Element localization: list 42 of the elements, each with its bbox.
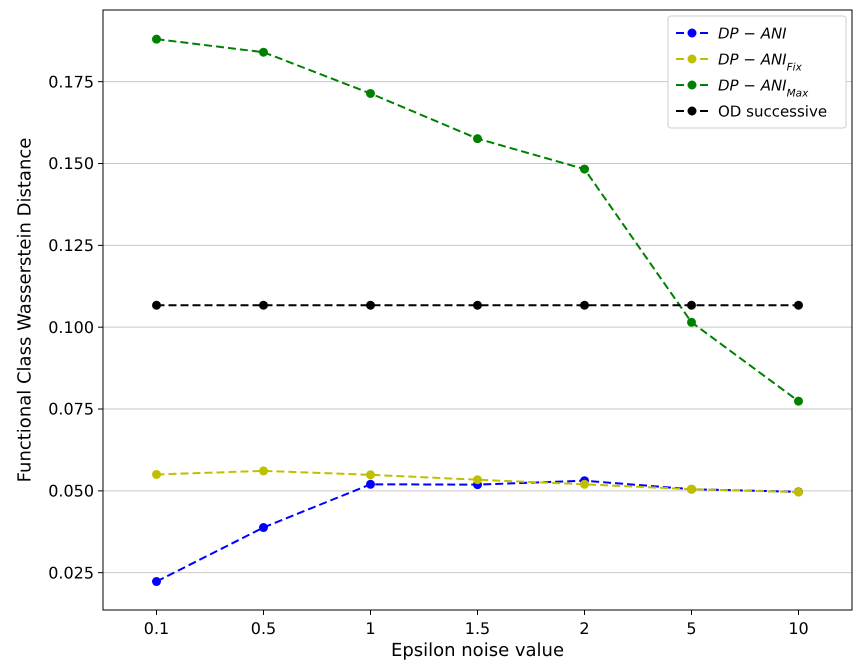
legend-label: OD successive	[718, 102, 828, 120]
point	[366, 88, 375, 98]
point	[473, 134, 482, 144]
point	[152, 34, 161, 44]
point	[259, 48, 268, 57]
x-tick-label: 10	[788, 619, 809, 638]
y-tick-label: 0.100	[48, 318, 94, 337]
y-tick-label: 0.175	[48, 72, 94, 92]
point	[366, 480, 375, 489]
point	[580, 480, 589, 489]
x-tick-label: 2	[579, 619, 590, 638]
x-tick-label: 1.5	[464, 619, 490, 638]
point	[687, 300, 696, 310]
y-axis-title: Functional Class Wasserstein Distance	[14, 138, 36, 482]
point	[580, 164, 589, 174]
point	[473, 300, 482, 310]
point	[794, 300, 803, 310]
x-tick-label: 0.5	[250, 619, 276, 638]
point	[473, 475, 482, 484]
point	[259, 523, 268, 532]
y-tick-label: 0.050	[48, 481, 94, 500]
y-tick-label: 0.150	[48, 154, 94, 174]
legend-label: DP − ANI$_{Max}$	[718, 76, 810, 100]
x-axis-title: Epsilon noise value	[390, 640, 564, 661]
point	[259, 466, 268, 476]
x-tick-label: 5	[686, 619, 697, 638]
y-tick-label: 0.025	[48, 563, 94, 582]
x-tick-label: 1	[365, 619, 376, 638]
y-tick-label: 0.075	[48, 400, 94, 419]
point	[259, 300, 268, 310]
y-tick-label: 0.125	[48, 236, 94, 255]
x-tick-label: 0.1	[144, 619, 170, 638]
point	[687, 318, 696, 327]
point	[794, 396, 803, 406]
point	[580, 300, 589, 310]
point	[152, 577, 161, 586]
point	[366, 470, 375, 480]
legend-label: DP − ANI	[718, 24, 788, 42]
legend-label: DP − ANI$_{Fix}$	[718, 50, 803, 74]
point	[152, 470, 161, 479]
point	[366, 300, 375, 310]
point	[152, 300, 161, 310]
